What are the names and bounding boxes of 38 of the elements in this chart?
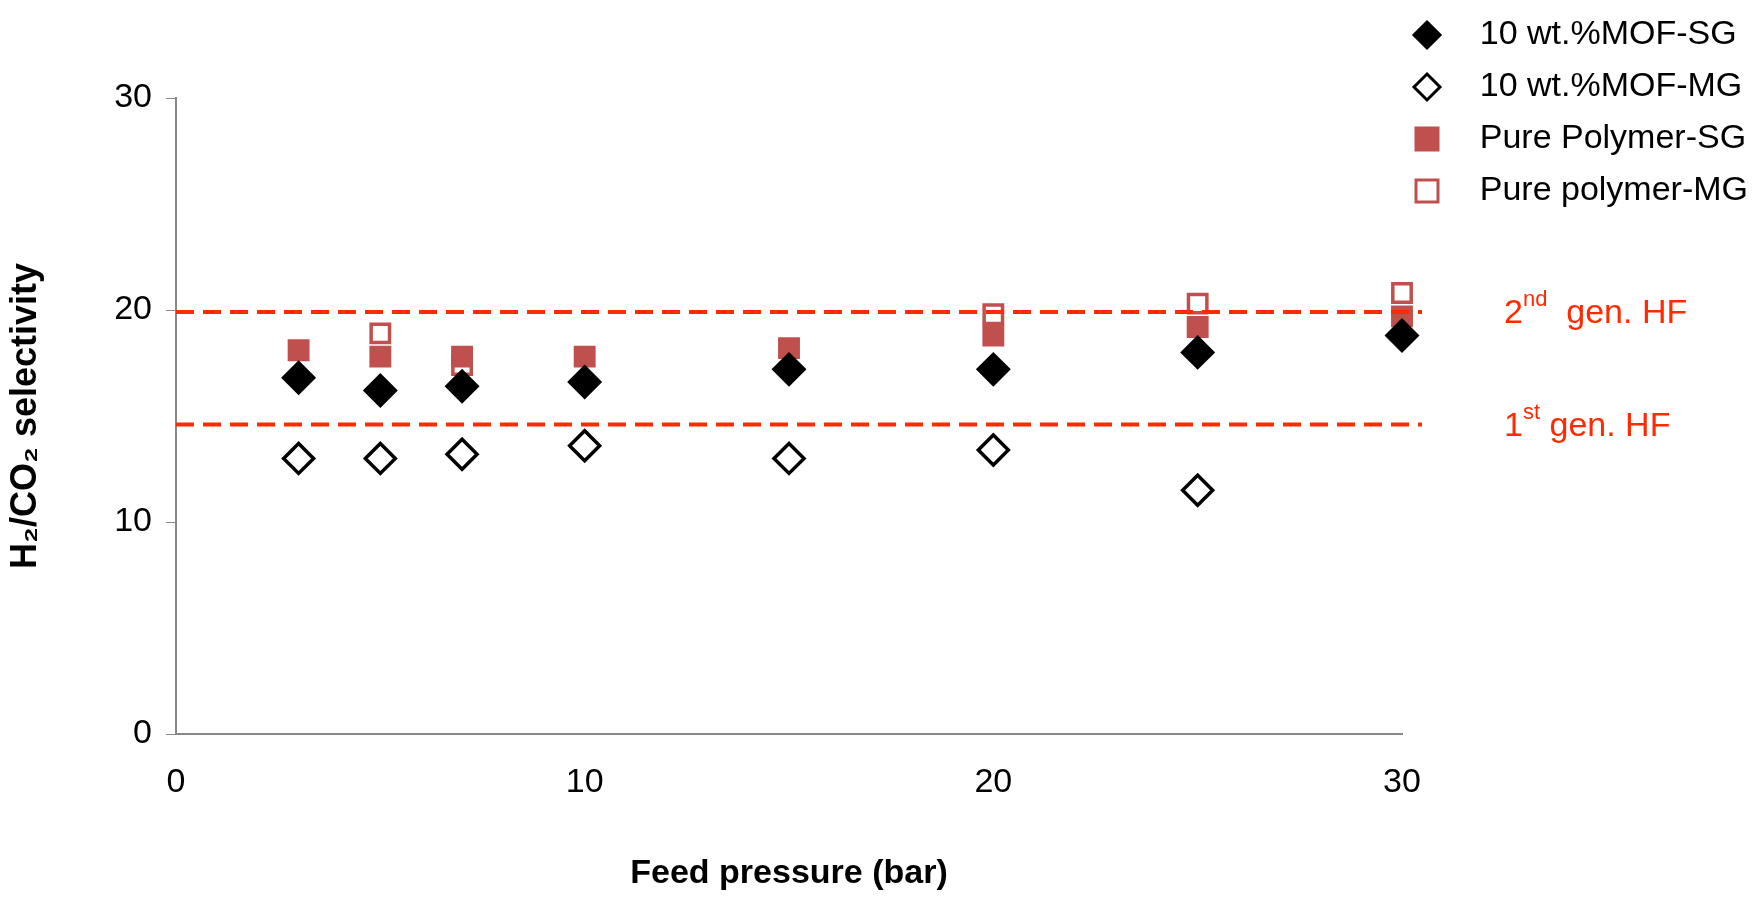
y-tick-label: 30	[114, 76, 152, 115]
point	[369, 322, 392, 345]
legend-label: 10 wt.%MOF-MG	[1479, 65, 1743, 103]
legend-label: Pure polymer-MG	[1479, 169, 1748, 207]
x-tick-label: 20	[974, 760, 1013, 799]
point	[567, 428, 602, 463]
point	[1186, 316, 1209, 338]
point	[363, 441, 398, 476]
y-axis-title: H₂/CO₂ selectivity	[2, 262, 44, 570]
point	[369, 345, 392, 368]
point	[1180, 473, 1215, 507]
y-tick-label: 10	[114, 500, 152, 539]
point	[281, 361, 316, 395]
point	[1180, 335, 1215, 370]
point	[1385, 318, 1419, 353]
point	[281, 441, 316, 476]
point	[573, 345, 596, 368]
x-tick-label: 30	[1383, 760, 1421, 799]
y-tick-label: 0	[133, 712, 152, 751]
x-tick-label: 0	[166, 760, 186, 799]
point	[287, 339, 310, 362]
y-tick-label: 20	[114, 288, 152, 327]
point	[445, 369, 479, 404]
point	[772, 441, 806, 476]
legend-label: Pure Polymer-SG	[1479, 117, 1747, 155]
point	[445, 437, 479, 471]
legend-label: 10 wt.%MOF-SG	[1479, 13, 1737, 51]
x-tick-label: 10	[565, 760, 604, 799]
point	[363, 373, 398, 408]
point	[976, 433, 1011, 467]
point	[982, 324, 1005, 347]
point	[451, 345, 474, 368]
point	[1186, 292, 1209, 315]
point	[567, 365, 602, 399]
x-axis-title: Feed pressure (bar)	[630, 851, 948, 890]
point	[1391, 282, 1413, 304]
point	[772, 352, 806, 387]
point	[976, 352, 1011, 387]
